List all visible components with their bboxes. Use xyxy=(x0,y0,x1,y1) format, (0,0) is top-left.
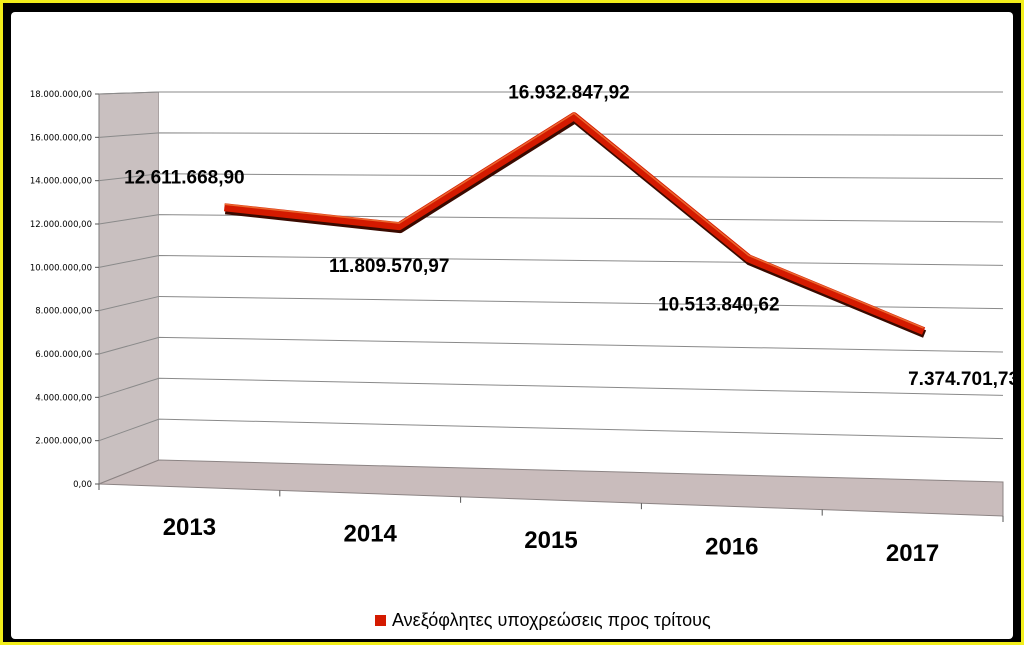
series-line-highlight xyxy=(224,112,924,329)
gridline xyxy=(98,336,1004,355)
y-tick-label: 6.000.000,00 xyxy=(35,350,92,360)
gridline xyxy=(98,255,1004,268)
data-label: 10.513.840,62 xyxy=(658,294,780,315)
gridline xyxy=(98,132,1004,138)
y-tick-label: 18.000.000,00 xyxy=(30,90,92,100)
data-label: 16.932.847,92 xyxy=(508,82,630,103)
y-tick-label: 10.000.000,00 xyxy=(30,263,92,273)
gridline xyxy=(98,377,1004,398)
data-label: 12.611.668,90 xyxy=(124,167,244,188)
x-tick-label: 2016 xyxy=(705,533,758,560)
gridline xyxy=(98,91,1003,95)
gridline xyxy=(98,418,1004,442)
y-tick-label: 8.000.000,00 xyxy=(35,307,92,317)
x-tick-label: 2015 xyxy=(524,527,577,554)
back-wall xyxy=(159,92,1003,482)
legend-swatch xyxy=(375,614,386,626)
line-chart: 0,00 2.000.000,00 4.000.000,00 6.000.000,00… xyxy=(30,82,1013,567)
x-tick-label: 2017 xyxy=(886,540,939,567)
y-tick-label: 0,00 xyxy=(73,480,92,490)
gridline xyxy=(98,173,1004,182)
side-wall xyxy=(98,91,160,485)
data-label: 11.809.570,97 xyxy=(329,256,449,277)
gridline xyxy=(98,214,1004,225)
chart-panel: 0,00 2.000.000,00 4.000.000,00 6.000.000,00… xyxy=(11,12,1013,639)
legend-label: Ανεξόφλητες υποχρεώσεις προς τρίτους xyxy=(392,609,711,630)
y-tick-label: 14.000.000,00 xyxy=(30,177,92,187)
x-tick-label: 2014 xyxy=(344,521,398,548)
y-tick-label: 4.000.000,00 xyxy=(35,393,92,403)
data-label: 7.374.701,73 xyxy=(908,369,1013,390)
y-tick-label: 2.000.000,00 xyxy=(35,437,92,447)
floor xyxy=(98,459,1004,517)
y-tick-label: 12.000.000,00 xyxy=(30,220,92,230)
y-tick-label: 16.000.000,00 xyxy=(30,133,92,143)
legend: Ανεξόφλητες υποχρεώσεις προς τρίτους xyxy=(375,608,711,632)
gridline xyxy=(98,295,1004,312)
x-tick-label: 2013 xyxy=(163,514,216,541)
